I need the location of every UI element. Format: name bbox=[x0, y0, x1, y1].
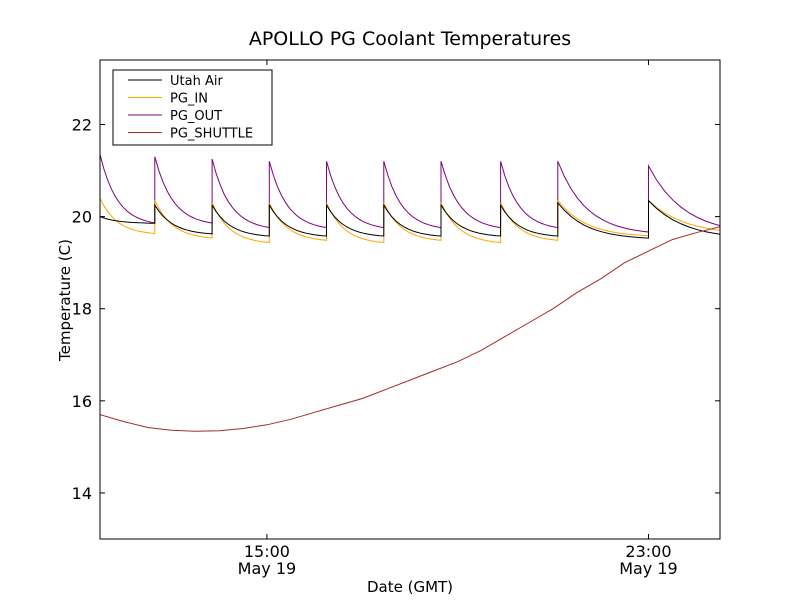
series-line-utah-air bbox=[100, 199, 720, 239]
legend-items: Utah Air PG_IN PG_OUT PG_SHUTTLE bbox=[128, 74, 253, 142]
y-tick-label: 14 bbox=[72, 484, 92, 503]
y-axis-ticks: 14 16 18 20 22 bbox=[72, 115, 720, 503]
x-tick-time-label: 23:00 bbox=[625, 542, 671, 561]
plot-frame bbox=[99, 59, 721, 540]
y-tick-label: 18 bbox=[72, 300, 92, 319]
y-tick-label: 20 bbox=[72, 208, 92, 227]
x-tick-date-label: May 19 bbox=[238, 559, 297, 578]
legend-label: Utah Air bbox=[170, 74, 223, 89]
y-axis-label: Temperature (C) bbox=[56, 239, 74, 362]
series-line-pg-out bbox=[100, 154, 720, 233]
chart-title: APOLLO PG Coolant Temperatures bbox=[249, 28, 571, 50]
legend-label: PG_IN bbox=[170, 92, 208, 107]
legend-label: PG_OUT bbox=[170, 109, 222, 124]
legend: Utah Air PG_IN PG_OUT PG_SHUTTLE bbox=[112, 69, 273, 146]
legend-label: PG_SHUTTLE bbox=[170, 127, 253, 142]
x-axis-label: Date (GMT) bbox=[367, 578, 453, 596]
x-tick-time-label: 15:00 bbox=[244, 542, 290, 561]
series-layer bbox=[100, 154, 720, 432]
series-line-pg-shuttle bbox=[100, 226, 720, 432]
y-tick-label: 22 bbox=[72, 115, 92, 134]
series-line-pg-in bbox=[100, 197, 720, 244]
x-tick-date-label: May 19 bbox=[619, 559, 678, 578]
y-tick-label: 16 bbox=[72, 392, 92, 411]
